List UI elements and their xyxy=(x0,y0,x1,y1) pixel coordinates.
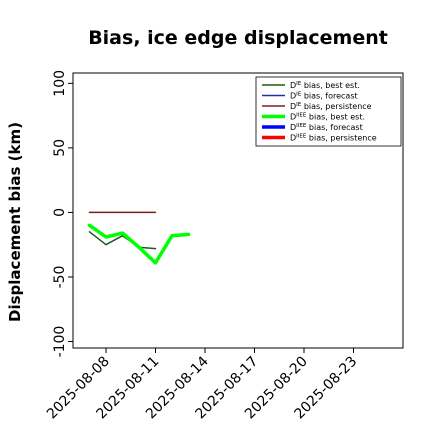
legend-entry-label: DIIEE bias, forecast xyxy=(290,123,363,132)
y-axis-ticks: 100 50 0 -50 -100 xyxy=(52,70,73,357)
legend-entry-label: DIE bias, best est. xyxy=(290,81,360,90)
y-axis-label: Displacement bias (km) xyxy=(6,122,24,322)
legend-entry-label: DIIEE bias, best est. xyxy=(290,113,365,122)
y-tick-label: -50 xyxy=(52,266,68,289)
series-line-3 xyxy=(87,223,191,265)
series-line-0 xyxy=(88,231,157,250)
y-tick-label: 0 xyxy=(52,208,68,217)
legend-box xyxy=(255,76,402,147)
legend-entry-label: DIE bias, persistence xyxy=(290,102,372,111)
legend: DIE bias, best est. DIE bias, forecastDIE… xyxy=(255,76,402,147)
series-lines xyxy=(87,211,191,265)
legend-entry-label: DIE bias, forecast xyxy=(290,92,358,101)
y-tick-label: 100 xyxy=(52,70,68,97)
chart-title: Bias, ice edge displacement xyxy=(88,27,388,49)
legend-entry-label: DIIEE bias, persistence xyxy=(290,134,377,143)
y-tick-label: 50 xyxy=(52,139,68,157)
x-axis-ticks: 2025-08-082025-08-112025-08-142025-08-17… xyxy=(44,348,360,422)
y-tick-label: -100 xyxy=(52,326,68,358)
